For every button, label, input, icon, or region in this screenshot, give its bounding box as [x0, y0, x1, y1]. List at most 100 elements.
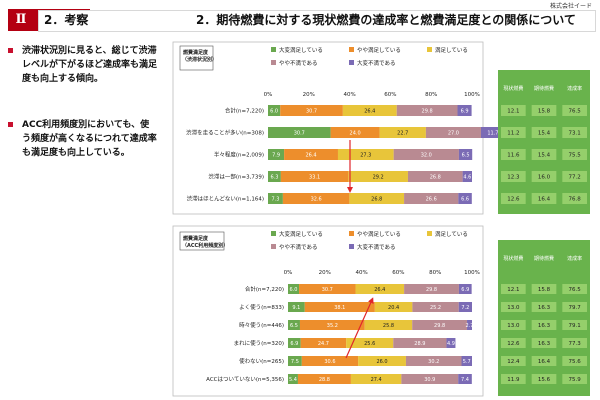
legend-label: 満足している [435, 231, 468, 238]
data-label: 26.4 [374, 287, 385, 293]
table-cell [501, 338, 526, 348]
legend-label: 大変不満である [357, 243, 395, 251]
table-value: 16.3 [538, 341, 551, 347]
bar-segment [288, 374, 298, 384]
category-label: まれに使う(n=320) [234, 339, 284, 347]
x-tick-label: 0% [264, 92, 273, 98]
table-cell [531, 149, 557, 160]
legend-label: 満足している [435, 47, 468, 54]
data-label: 26.0 [376, 359, 387, 365]
x-tick-label: 20% [319, 270, 331, 276]
bar-segment [393, 149, 459, 160]
table-value: 77.3 [569, 341, 582, 347]
data-label: 7.9 [272, 153, 280, 159]
bar-segment [268, 149, 285, 160]
table-value: 15.6 [538, 377, 551, 383]
data-label: 29.2 [373, 175, 384, 181]
data-label: 32.0 [421, 153, 432, 159]
bar-segment [268, 127, 331, 138]
bullet-congestion: 渋滞状況別に見ると、総じて渋滞レベルが下がるほど達成率も満足度も向上する傾向。 [8, 44, 158, 86]
data-label: 29.8 [434, 323, 445, 329]
bar-segment [282, 193, 350, 204]
table-value: 11.6 [507, 153, 520, 159]
data-label: 24.7 [318, 341, 329, 347]
legend-swatch [349, 60, 354, 65]
data-label: 4.6 [463, 175, 471, 181]
table-cell [562, 320, 587, 330]
table-value: 12.1 [507, 287, 519, 293]
category-label: 合計(n=7,220) [245, 285, 284, 293]
table-cell [562, 193, 587, 204]
chart-title: 燃費満足度 [183, 49, 209, 56]
data-label: 22.7 [397, 131, 408, 137]
bar-segment [280, 171, 349, 182]
bar-segment [299, 284, 356, 294]
legend-swatch [427, 47, 432, 52]
table-cell [531, 193, 557, 204]
data-label: 35.2 [327, 323, 338, 329]
table-value: 16.3 [538, 323, 551, 329]
bar-segment [462, 171, 472, 182]
company-name: 株式会社イード [549, 3, 592, 10]
data-label: 6.9 [290, 341, 298, 347]
table-background [498, 70, 590, 214]
legend-swatch [271, 47, 276, 52]
bar-segment [458, 284, 472, 294]
bar-segment [404, 284, 459, 294]
data-label: 30.7 [306, 109, 317, 115]
data-label: 25.8 [383, 323, 394, 329]
data-label: 32.6 [311, 197, 322, 203]
chart-title: （渋滞状況別） [182, 56, 217, 63]
table-cell [562, 356, 587, 366]
table-value: 76.5 [569, 287, 582, 293]
table-value: 13.0 [507, 305, 520, 311]
data-label: 30.9 [424, 377, 435, 383]
bar-segment [404, 193, 459, 204]
x-tick-label: 100% [464, 92, 480, 98]
legend-label: 大変満足している [279, 46, 323, 54]
x-tick-label: 80% [429, 270, 441, 276]
table-cell [562, 284, 587, 294]
bar-segment [349, 193, 405, 204]
table-value: 12.1 [507, 109, 519, 115]
bar-segment [288, 338, 301, 348]
table-cell [531, 374, 557, 384]
bar-segment [457, 105, 472, 116]
legend-swatch [349, 244, 354, 249]
table-cell [501, 171, 526, 182]
category-label: 渋滞を走ることが多い(n=308) [186, 129, 264, 137]
bar-segment [480, 127, 505, 138]
chart-title: 燃費満足度 [183, 235, 209, 242]
category-label: 時々使う(n=446) [239, 321, 284, 329]
table-cell [531, 127, 557, 138]
category-label: 渋滞はほとんどない(n=1,164) [187, 195, 264, 203]
category-label: 半々程度(n=2,009) [214, 151, 264, 159]
table-cell [531, 320, 557, 330]
legend-label: やや不満である [279, 59, 317, 67]
bar-segment [304, 302, 375, 312]
table-value: 13.0 [507, 323, 520, 329]
bar-segment [337, 149, 394, 160]
table-cell [501, 320, 526, 330]
table-cell [501, 374, 526, 384]
x-tick-label: 60% [384, 92, 396, 98]
bar-segment [268, 193, 283, 204]
data-label: 28.9 [414, 341, 425, 347]
x-tick-label: 0% [284, 270, 293, 276]
category-label: 渋滞は一部(n=3,739) [208, 173, 264, 181]
table-cell [501, 284, 526, 294]
data-label: 30.7 [294, 131, 305, 137]
chart-title-box [179, 45, 214, 71]
chart-title: （ACC利用頻度別） [182, 242, 228, 249]
section-label: 2．考察 [44, 13, 89, 27]
bar-segment [268, 171, 281, 182]
data-label: 28.8 [319, 377, 330, 383]
bar-segment [350, 374, 402, 384]
section-number: Ⅱ [15, 12, 27, 27]
bar-segment [374, 302, 413, 312]
bullet-marker [8, 48, 13, 53]
category-label: 使わない(n=265) [239, 357, 284, 365]
bar-segment [299, 320, 365, 330]
bar-segment [348, 171, 408, 182]
